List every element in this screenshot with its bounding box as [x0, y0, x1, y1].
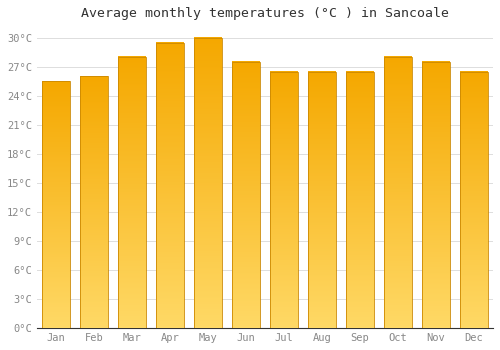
Bar: [460, 72, 487, 328]
Bar: [422, 62, 450, 328]
Bar: [42, 81, 70, 328]
Bar: [156, 43, 184, 328]
Bar: [80, 76, 108, 328]
Bar: [460, 72, 487, 328]
Bar: [194, 38, 222, 328]
Bar: [194, 38, 222, 328]
Bar: [384, 57, 411, 328]
Bar: [42, 81, 70, 328]
Bar: [80, 76, 108, 328]
Bar: [232, 62, 260, 328]
Title: Average monthly temperatures (°C ) in Sancoale: Average monthly temperatures (°C ) in Sa…: [81, 7, 449, 20]
Bar: [232, 62, 260, 328]
Bar: [270, 72, 297, 328]
Bar: [384, 57, 411, 328]
Bar: [346, 72, 374, 328]
Bar: [118, 57, 146, 328]
Bar: [156, 43, 184, 328]
Bar: [308, 72, 336, 328]
Bar: [118, 57, 146, 328]
Bar: [422, 62, 450, 328]
Bar: [346, 72, 374, 328]
Bar: [270, 72, 297, 328]
Bar: [308, 72, 336, 328]
